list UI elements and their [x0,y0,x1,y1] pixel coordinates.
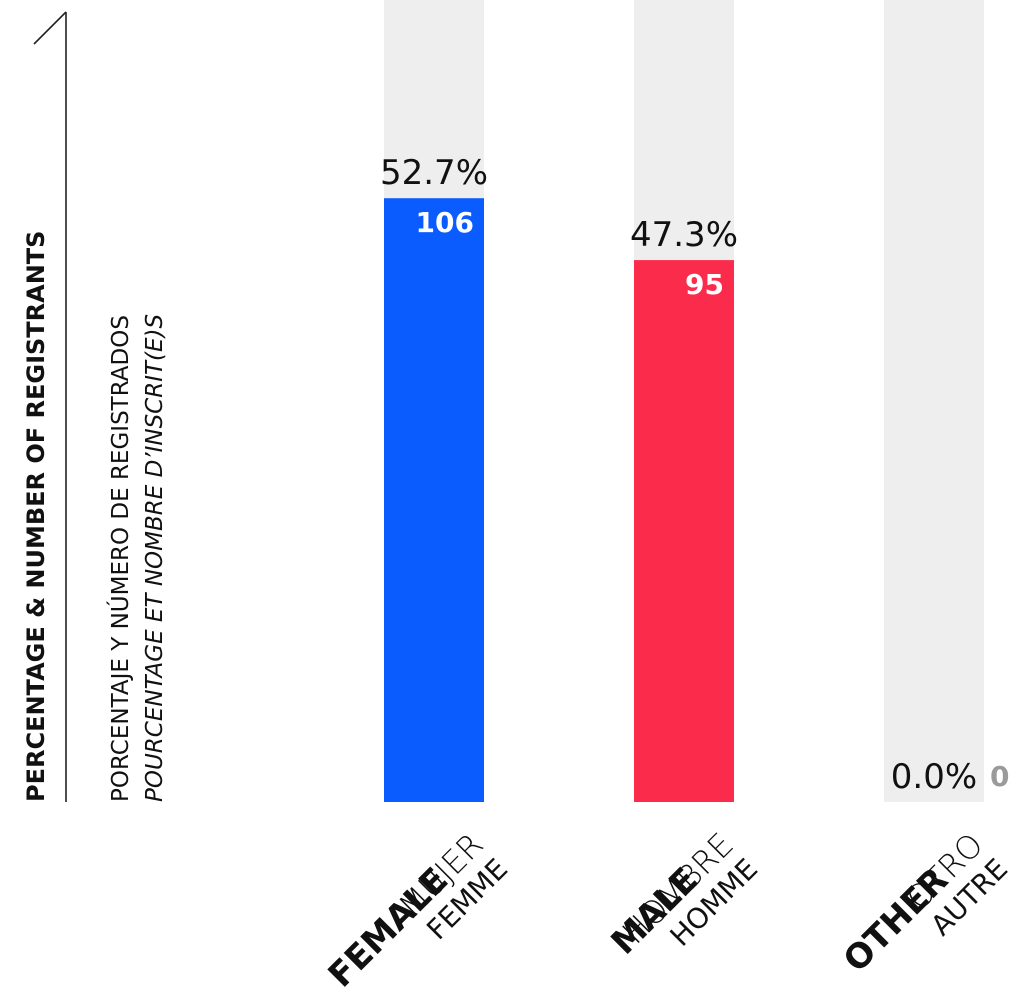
chart-subtitle-fr: POURCENTAGE ET NOMBRE D’INSCRIT(E)S [142,314,168,802]
title-block: PERCENTAGE & NUMBER OF REGISTRANTS PORCE… [22,11,168,802]
percent-label-female: 52.7% [380,153,488,193]
title-divider-tick [33,11,67,45]
chart-title: PERCENTAGE & NUMBER OF REGISTRANTS [22,231,50,802]
count-label-other: 0 [990,760,1009,793]
bar-track-other [884,0,984,802]
bar-female [384,198,484,803]
percent-label-other: 0.0% [891,757,977,797]
labels-layer: 52.7% 106 47.3% 95 0.0% 0 [380,153,1009,797]
count-label-male: 95 [685,268,724,301]
count-label-female: 106 [416,206,474,239]
percent-label-male: 47.3% [630,215,738,255]
chart-subtitle-es: PORCENTAJE Y NÚMERO DE REGISTRADOS [106,315,134,802]
bars-layer [384,0,984,803]
bar-male [634,260,734,802]
